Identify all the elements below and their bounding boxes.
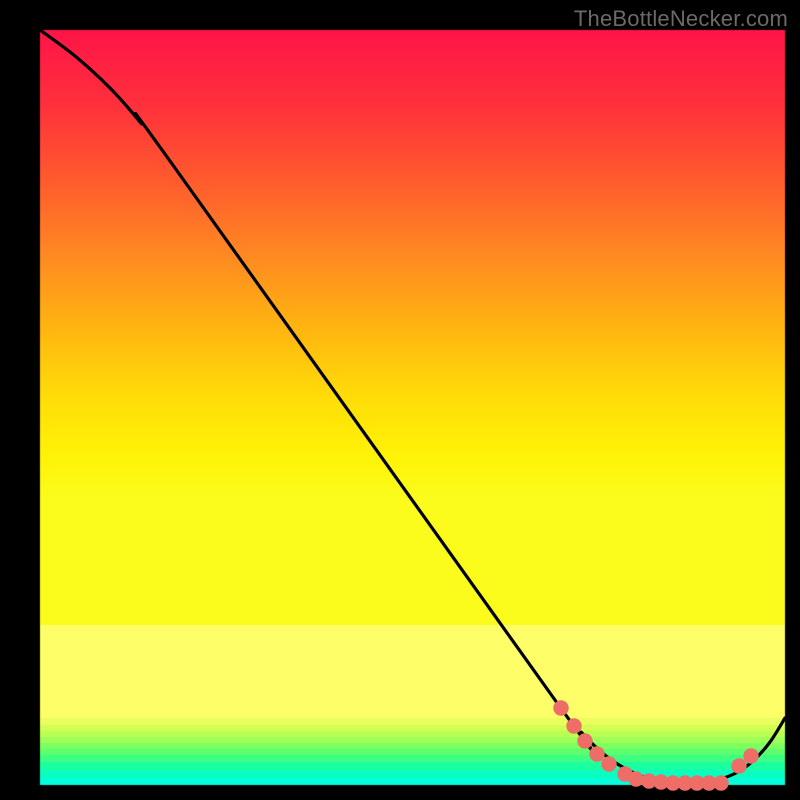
gradient-background bbox=[0, 0, 800, 800]
watermark-text: TheBottleNecker.com bbox=[574, 6, 788, 32]
